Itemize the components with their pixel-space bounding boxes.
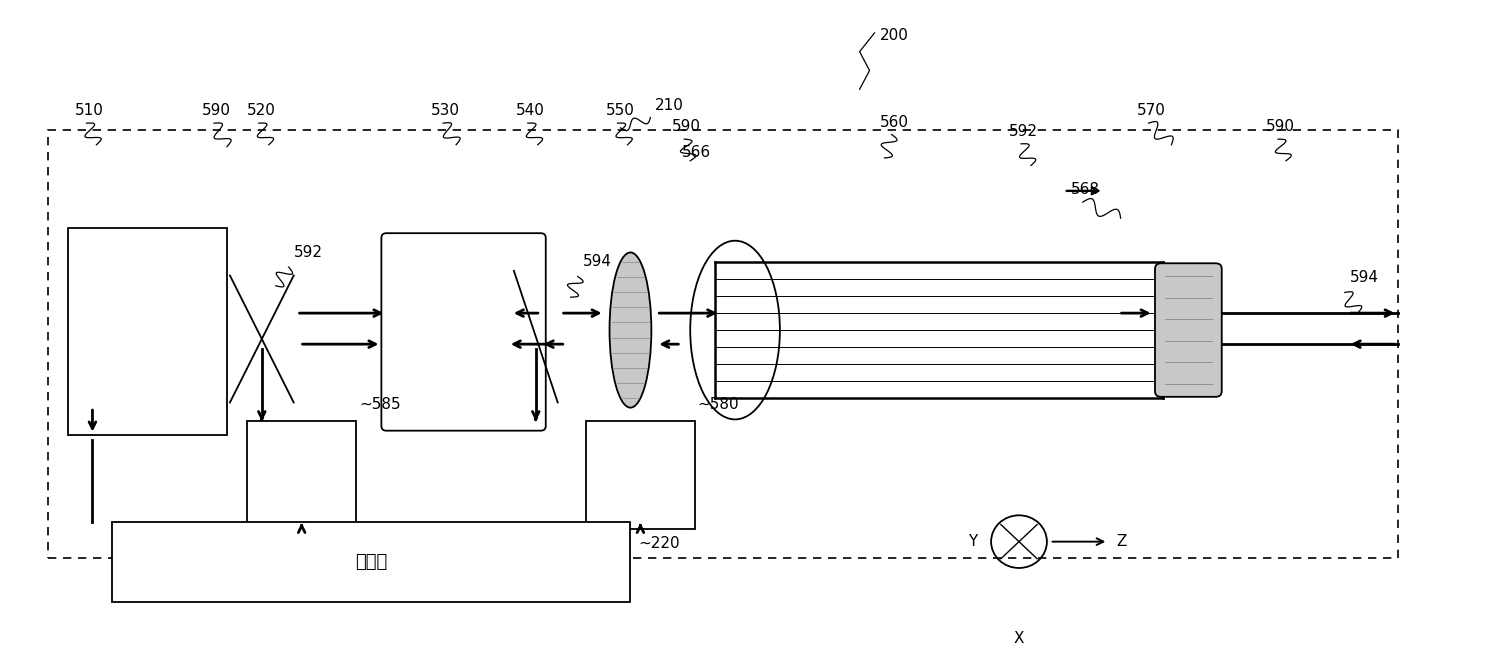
Text: Y: Y <box>968 534 976 549</box>
Text: 210: 210 <box>656 98 684 113</box>
Text: 200: 200 <box>879 28 909 43</box>
Text: 568: 568 <box>1071 183 1100 197</box>
Text: 566: 566 <box>682 145 711 160</box>
Text: 592: 592 <box>294 244 322 259</box>
Text: X: X <box>1014 631 1025 645</box>
Text: 570: 570 <box>1137 103 1166 119</box>
Bar <box>248 421 357 530</box>
Bar <box>585 421 694 530</box>
Text: 590: 590 <box>1266 119 1294 134</box>
Bar <box>716 263 1164 398</box>
FancyBboxPatch shape <box>1155 263 1221 397</box>
Bar <box>112 522 630 602</box>
Text: 540: 540 <box>516 103 544 119</box>
Ellipse shape <box>609 252 651 408</box>
Text: 592: 592 <box>1010 124 1038 139</box>
FancyBboxPatch shape <box>381 233 546 431</box>
Text: 510: 510 <box>75 103 104 119</box>
Text: ~220: ~220 <box>639 536 680 551</box>
Text: 550: 550 <box>606 103 634 119</box>
Text: 530: 530 <box>430 103 460 119</box>
Text: 594: 594 <box>582 254 612 269</box>
Text: Z: Z <box>1116 534 1126 549</box>
Text: 594: 594 <box>1350 270 1378 285</box>
Text: 520: 520 <box>248 103 276 119</box>
Bar <box>68 228 226 435</box>
Text: ~580: ~580 <box>698 397 740 412</box>
Text: ~585: ~585 <box>360 397 401 412</box>
Text: 590: 590 <box>202 103 231 119</box>
Text: 통신부: 통신부 <box>356 553 387 571</box>
Text: 560: 560 <box>879 115 909 130</box>
Bar <box>48 130 1398 558</box>
Text: 590: 590 <box>672 119 702 134</box>
